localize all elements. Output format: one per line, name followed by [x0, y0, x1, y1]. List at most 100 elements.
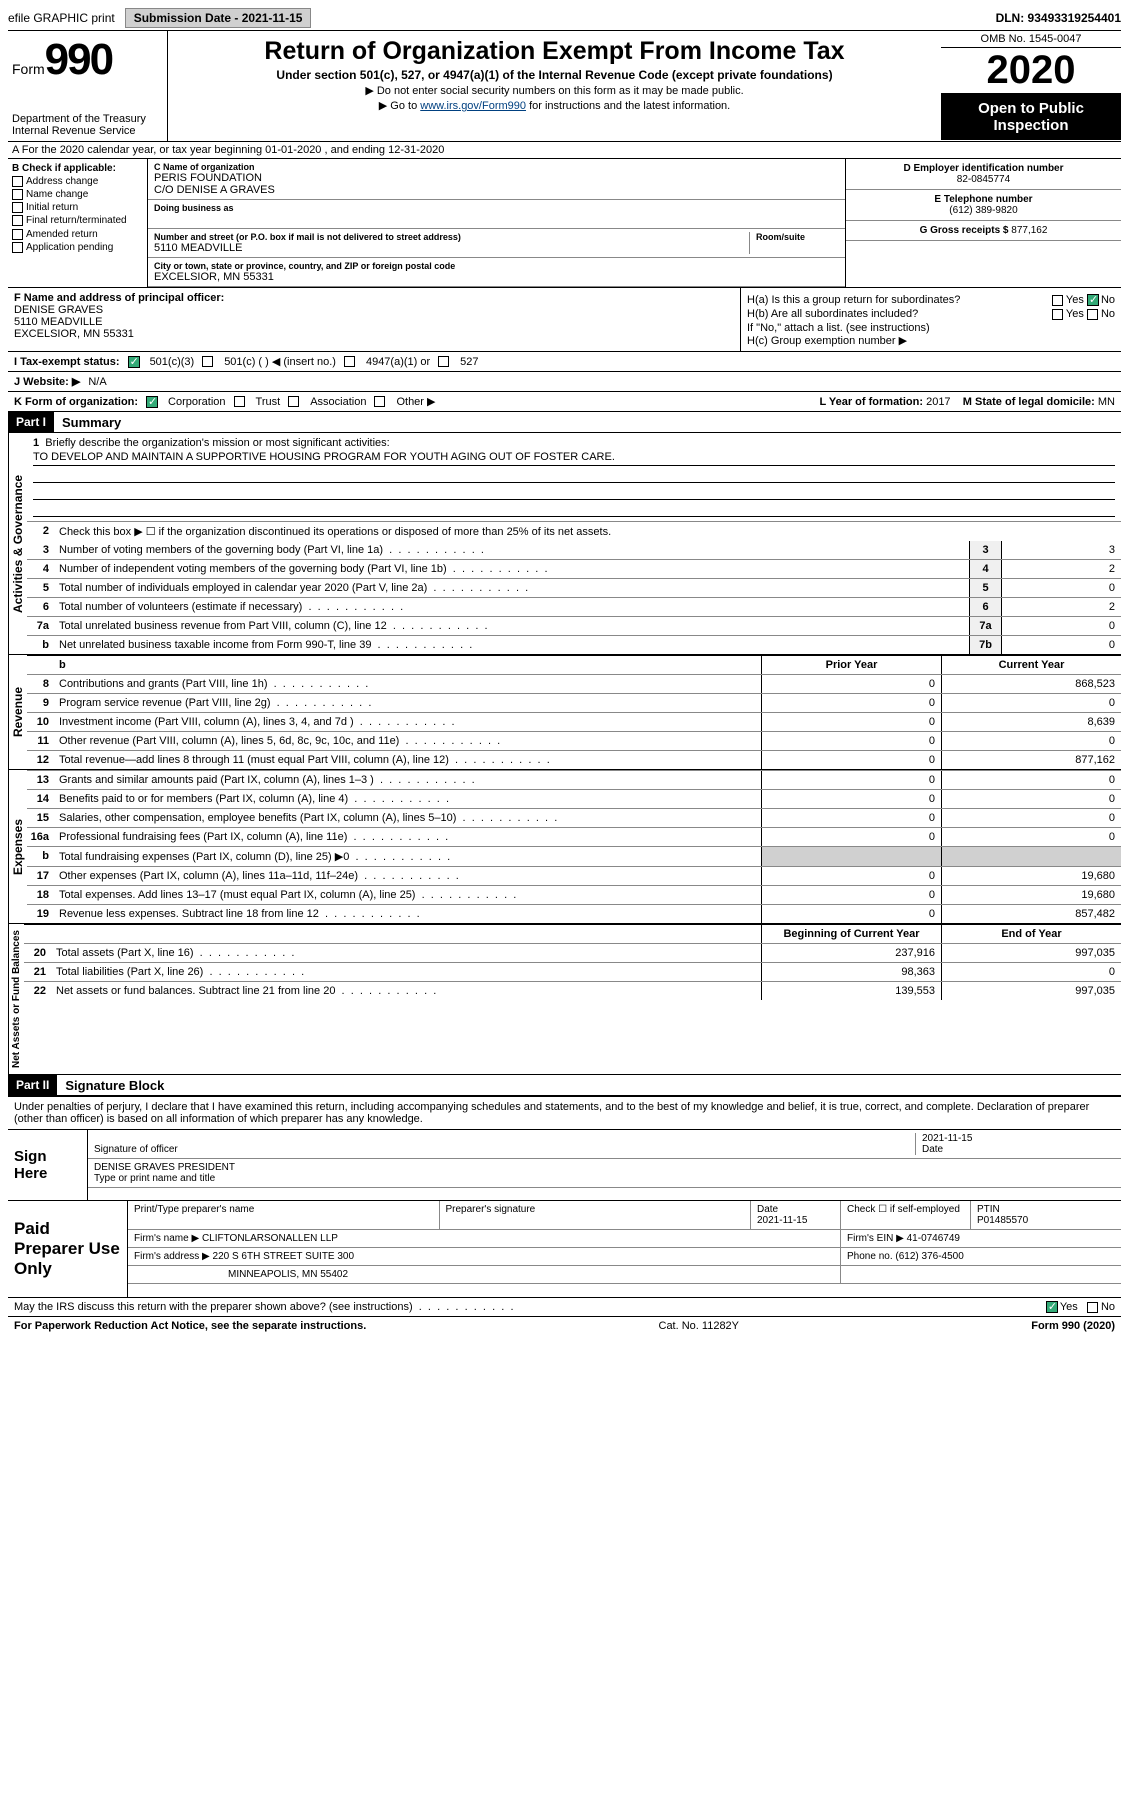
chk-initial-return[interactable]: [12, 202, 23, 213]
sidelabel-revenue: Revenue: [8, 655, 27, 769]
note-link-pre: ▶ Go to: [379, 100, 420, 112]
chk-501c[interactable]: [202, 356, 213, 367]
city-value: EXCELSIOR, MN 55331: [154, 271, 839, 283]
line-14-prior: 0: [761, 790, 941, 808]
hdr-current-year: Current Year: [941, 656, 1121, 674]
line-17-prior: 0: [761, 867, 941, 885]
chk-final-return-label: Final return/terminated: [26, 216, 127, 227]
i-label: I Tax-exempt status:: [14, 356, 120, 368]
dln-label: DLN: 93493319254401: [996, 11, 1121, 25]
block-bcd: B Check if applicable: Address change Na…: [8, 159, 1121, 288]
line-21-text: Total liabilities (Part X, line 26): [52, 963, 761, 981]
top-bar: efile GRAPHIC print Submission Date - 20…: [8, 8, 1121, 31]
opt-other: Other ▶: [396, 395, 435, 408]
line-3-text: Number of voting members of the governin…: [55, 541, 969, 559]
firm-phone: (612) 376-4500: [895, 1251, 963, 1262]
opt-4947: 4947(a)(1) or: [366, 356, 430, 368]
line-18-current: 19,680: [941, 886, 1121, 904]
q2-text: Check this box ▶ ☐ if the organization d…: [55, 522, 1121, 541]
line-12-text: Total revenue—add lines 8 through 11 (mu…: [55, 751, 761, 769]
chk-trust[interactable]: [234, 396, 245, 407]
line-14-current: 0: [941, 790, 1121, 808]
discuss-row: May the IRS discuss this return with the…: [8, 1298, 1121, 1317]
officer-print-label: Type or print name and title: [94, 1173, 1115, 1184]
row-i-tax-status: I Tax-exempt status: 501(c)(3) 501(c) ( …: [8, 352, 1121, 372]
sig-date: 2021-11-15: [922, 1133, 1109, 1144]
line-15-text: Salaries, other compensation, employee b…: [55, 809, 761, 827]
submission-date-button[interactable]: Submission Date - 2021-11-15: [125, 8, 312, 28]
header-right: OMB No. 1545-0047 2020 Open to Public In…: [941, 31, 1121, 141]
chk-501c3[interactable]: [128, 356, 140, 368]
form-header: Form990 Department of the Treasury Inter…: [8, 31, 1121, 142]
chk-amended[interactable]: [12, 229, 23, 240]
line-21-prior: 98,363: [761, 963, 941, 981]
chk-name-change-label: Name change: [26, 189, 88, 200]
line-16a-current: 0: [941, 828, 1121, 846]
line-19-prior: 0: [761, 905, 941, 923]
row-a-tax-year: A For the 2020 calendar year, or tax yea…: [8, 142, 1121, 159]
chk-address-change[interactable]: [12, 176, 23, 187]
opt-501c: 501(c) ( ) ◀ (insert no.): [224, 355, 336, 368]
m-label: M State of legal domicile:: [963, 396, 1095, 408]
firm-addr-label: Firm's address ▶: [134, 1251, 210, 1262]
ha-no-chk[interactable]: [1087, 294, 1099, 306]
line-20-prior: 237,916: [761, 944, 941, 962]
hdr-begin-year: Beginning of Current Year: [761, 925, 941, 943]
line-10-prior: 0: [761, 713, 941, 731]
col-c-org-info: C Name of organizationPERIS FOUNDATIONC/…: [148, 159, 846, 287]
chk-4947[interactable]: [344, 356, 355, 367]
chk-corp[interactable]: [146, 396, 158, 408]
ha-yes-chk[interactable]: [1052, 295, 1063, 306]
line-b-value: 0: [1001, 636, 1121, 654]
col-d-right: D Employer identification number82-08457…: [846, 159, 1121, 287]
irs-link[interactable]: www.irs.gov/Form990: [420, 100, 526, 112]
line-b-text: Total fundraising expenses (Part IX, col…: [55, 847, 761, 866]
officer-name: DENISE GRAVES: [14, 304, 734, 316]
hb-no-chk[interactable]: [1087, 309, 1098, 320]
discuss-yes-chk[interactable]: [1046, 1301, 1058, 1313]
firm-phone-label: Phone no.: [847, 1251, 893, 1262]
line-22-current: 997,035: [941, 982, 1121, 1000]
chk-name-change[interactable]: [12, 189, 23, 200]
part2-title: Signature Block: [57, 1078, 164, 1093]
line-8-text: Contributions and grants (Part VIII, lin…: [55, 675, 761, 693]
chk-527[interactable]: [438, 356, 449, 367]
ein-label: D Employer identification number: [852, 163, 1115, 174]
preparer-block: Paid Preparer Use Only Print/Type prepar…: [8, 1200, 1121, 1298]
col-f-officer: F Name and address of principal officer:…: [8, 288, 741, 351]
street-value: 5110 MEADVILLE: [154, 242, 749, 254]
chk-amended-label: Amended return: [26, 229, 98, 240]
hb-note: If "No," attach a list. (see instruction…: [747, 322, 1115, 334]
form-number: 990: [45, 35, 112, 84]
hdr-prior-year: Prior Year: [761, 656, 941, 674]
chk-app-pending[interactable]: [12, 242, 23, 253]
discuss-no-chk[interactable]: [1087, 1302, 1098, 1313]
officer-label: F Name and address of principal officer:: [14, 292, 734, 304]
line-9-prior: 0: [761, 694, 941, 712]
line-8-prior: 0: [761, 675, 941, 693]
j-label: J Website: ▶: [14, 375, 80, 388]
chk-final-return[interactable]: [12, 215, 23, 226]
line-12-current: 877,162: [941, 751, 1121, 769]
hc-label: H(c) Group exemption number ▶: [747, 334, 1115, 347]
row-j-website: J Website: ▶ N/A: [8, 372, 1121, 392]
chk-assoc[interactable]: [288, 396, 299, 407]
m-value: MN: [1098, 396, 1115, 408]
line-5-box: 5: [969, 579, 1001, 597]
col-h-group: H(a) Is this a group return for subordin…: [741, 288, 1121, 351]
opt-527: 527: [460, 356, 478, 368]
hb-yes-chk[interactable]: [1052, 309, 1063, 320]
sidelabel-expenses: Expenses: [8, 770, 27, 923]
line-9-text: Program service revenue (Part VIII, line…: [55, 694, 761, 712]
chk-other[interactable]: [374, 396, 385, 407]
city-label: City or town, state or province, country…: [154, 261, 839, 271]
officer-sig-label: Signature of officer: [94, 1144, 915, 1155]
form-subtitle: Under section 501(c), 527, or 4947(a)(1)…: [174, 68, 935, 82]
line-13-prior: 0: [761, 771, 941, 789]
efile-label: efile GRAPHIC print: [8, 11, 115, 25]
line-3-box: 3: [969, 541, 1001, 559]
sig-date-label: Date: [922, 1144, 1109, 1155]
line-10-current: 8,639: [941, 713, 1121, 731]
form-title: Return of Organization Exempt From Incom…: [174, 37, 935, 66]
block-fh: F Name and address of principal officer:…: [8, 288, 1121, 352]
